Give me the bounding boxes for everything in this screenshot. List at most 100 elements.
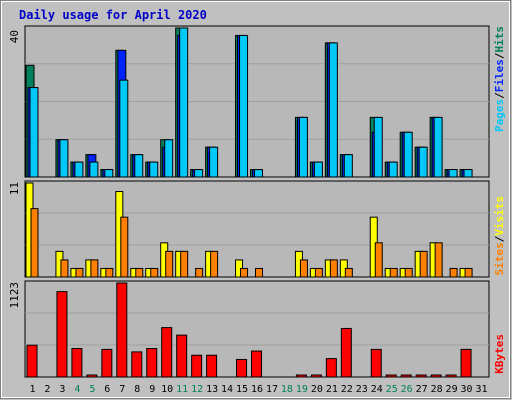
chart-panels bbox=[24, 25, 490, 378]
x-tick-label-8: 8 bbox=[134, 384, 140, 395]
bar-kbytes-day-8 bbox=[131, 351, 143, 378]
bar-kbytes-day-19 bbox=[295, 374, 307, 378]
x-tick-label-27: 27 bbox=[416, 384, 428, 395]
x-tick-label-3: 3 bbox=[59, 384, 65, 395]
bar-sites-day-30 bbox=[464, 267, 473, 278]
legend-files: Files bbox=[493, 59, 506, 92]
x-tick-label-14: 14 bbox=[221, 384, 233, 395]
legend-sep-2: / bbox=[493, 52, 506, 59]
x-tick-label-9: 9 bbox=[149, 384, 155, 395]
x-tick-label-1: 1 bbox=[29, 384, 35, 395]
x-tick-label-29: 29 bbox=[446, 384, 458, 395]
bar-kbytes-day-11 bbox=[176, 334, 188, 378]
x-tick-label-7: 7 bbox=[119, 384, 125, 395]
legend-sep-3: / bbox=[493, 235, 506, 242]
panel3-ymax-label: 1123 bbox=[8, 282, 21, 309]
bar-kbytes-day-30 bbox=[460, 348, 472, 378]
bar-kbytes-day-1 bbox=[26, 344, 38, 378]
bar-pages-day-16 bbox=[254, 169, 264, 178]
bar-pages-day-25 bbox=[388, 161, 398, 178]
x-tick-label-5: 5 bbox=[89, 384, 95, 395]
bar-sites-day-11 bbox=[180, 250, 189, 278]
x-tick-label-15: 15 bbox=[236, 384, 248, 395]
bar-sites-day-10 bbox=[165, 250, 174, 278]
bar-pages-day-11 bbox=[179, 27, 189, 178]
bar-kbytes-day-7 bbox=[116, 282, 128, 378]
bar-pages-day-30 bbox=[463, 169, 473, 178]
bar-sites-day-20 bbox=[314, 267, 323, 278]
bar-sites-day-9 bbox=[150, 267, 159, 278]
x-tick-label-18: 18 bbox=[281, 384, 293, 395]
bar-kbytes-day-10 bbox=[161, 327, 173, 378]
bar-kbytes-day-12 bbox=[191, 354, 203, 378]
bar-pages-day-1 bbox=[29, 87, 39, 178]
bar-kbytes-day-3 bbox=[56, 291, 68, 378]
panel-1 bbox=[24, 25, 490, 178]
x-tick-label-28: 28 bbox=[431, 384, 443, 395]
bar-kbytes-day-13 bbox=[206, 354, 218, 378]
bar-kbytes-day-26 bbox=[400, 374, 412, 378]
bar-pages-day-9 bbox=[149, 161, 159, 178]
bar-pages-day-26 bbox=[403, 131, 413, 178]
x-tick-label-25: 25 bbox=[386, 384, 398, 395]
bar-sites-day-7 bbox=[120, 216, 129, 278]
bar-sites-day-1 bbox=[30, 208, 39, 278]
bar-kbytes-day-4 bbox=[71, 348, 83, 378]
bar-pages-day-3 bbox=[59, 139, 69, 178]
legend-hits: Hits bbox=[493, 26, 506, 53]
panel2-right-label: Sites/Visits bbox=[493, 196, 506, 276]
bar-pages-day-24 bbox=[373, 116, 383, 178]
x-tick-label-12: 12 bbox=[191, 384, 203, 395]
bar-pages-day-28 bbox=[433, 116, 443, 178]
x-tick-label-13: 13 bbox=[206, 384, 218, 395]
bar-sites-day-22 bbox=[344, 267, 353, 278]
panel-2-background bbox=[24, 180, 490, 278]
bar-kbytes-day-20 bbox=[310, 374, 322, 378]
bar-kbytes-day-24 bbox=[370, 348, 382, 378]
chart-title: Daily usage for April 2020 bbox=[19, 8, 207, 22]
x-tick-label-11: 11 bbox=[176, 384, 188, 395]
bar-sites-day-27 bbox=[419, 250, 428, 278]
bar-pages-day-12 bbox=[194, 169, 204, 178]
bar-kbytes-day-22 bbox=[340, 327, 352, 378]
bar-kbytes-day-6 bbox=[101, 348, 113, 378]
bar-sites-day-21 bbox=[329, 259, 338, 278]
panel3-right-label: KBytes bbox=[493, 334, 506, 374]
legend-kbytes: KBytes bbox=[493, 334, 506, 374]
bar-kbytes-day-27 bbox=[415, 374, 427, 378]
panel1-right-label: Pages/Files/Hits bbox=[493, 26, 506, 132]
x-tick-label-23: 23 bbox=[356, 384, 368, 395]
bar-pages-day-27 bbox=[418, 146, 428, 178]
x-tick-label-2: 2 bbox=[44, 384, 50, 395]
panel-3 bbox=[24, 280, 490, 378]
x-tick-label-26: 26 bbox=[401, 384, 413, 395]
x-tick-label-17: 17 bbox=[266, 384, 278, 395]
bar-pages-day-21 bbox=[328, 42, 338, 178]
x-tick-label-21: 21 bbox=[326, 384, 338, 395]
x-tick-label-30: 30 bbox=[461, 384, 473, 395]
bar-pages-day-29 bbox=[448, 169, 458, 178]
legend-sep-1: / bbox=[493, 92, 506, 99]
bar-sites-day-12 bbox=[195, 267, 204, 278]
bar-sites-day-5 bbox=[90, 259, 99, 278]
legend-sites: Sites bbox=[493, 242, 506, 275]
bar-sites-day-19 bbox=[299, 259, 308, 278]
bar-pages-day-19 bbox=[298, 116, 308, 178]
bar-sites-day-16 bbox=[255, 267, 264, 278]
x-tick-label-10: 10 bbox=[161, 384, 173, 395]
bar-sites-day-28 bbox=[434, 242, 443, 278]
bar-kbytes-day-28 bbox=[430, 374, 442, 378]
bar-pages-day-15 bbox=[239, 34, 249, 178]
panel-2 bbox=[24, 180, 490, 278]
x-tick-label-4: 4 bbox=[74, 384, 80, 395]
bar-kbytes-day-25 bbox=[385, 374, 397, 378]
x-tick-label-6: 6 bbox=[104, 384, 110, 395]
bar-sites-day-8 bbox=[135, 267, 144, 278]
bar-pages-day-22 bbox=[343, 154, 353, 178]
x-tick-label-16: 16 bbox=[251, 384, 263, 395]
bar-pages-day-4 bbox=[74, 161, 84, 178]
bar-kbytes-day-21 bbox=[325, 358, 337, 378]
bar-sites-day-13 bbox=[210, 250, 219, 278]
